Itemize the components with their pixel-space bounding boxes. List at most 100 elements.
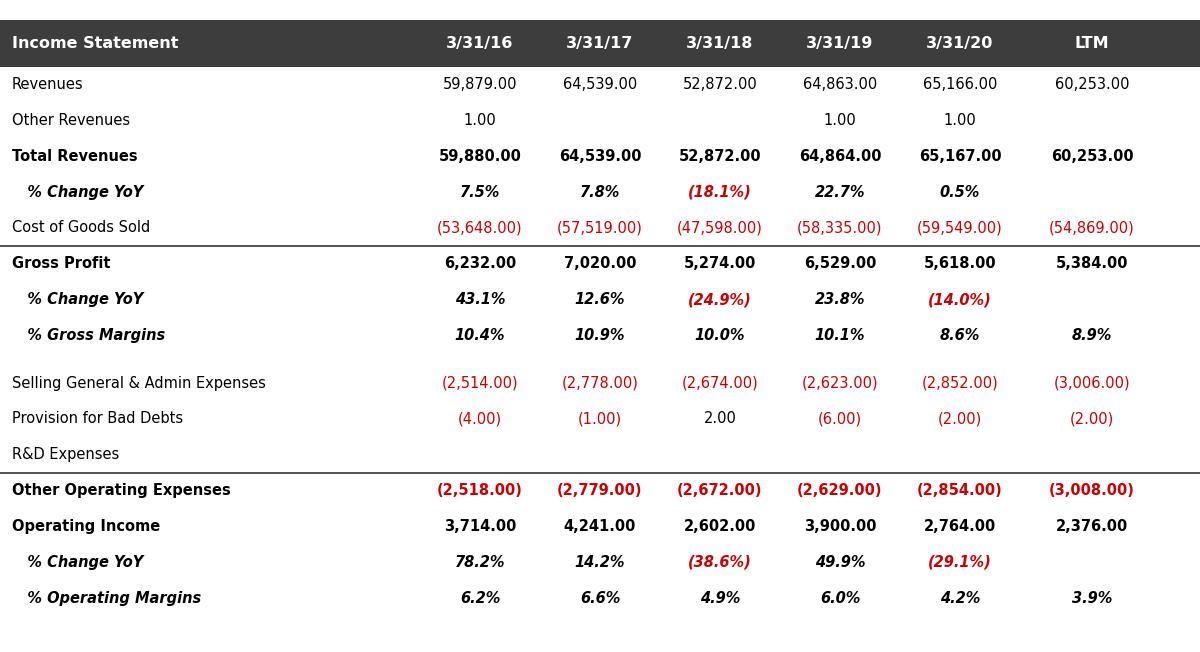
- Text: 49.9%: 49.9%: [815, 555, 865, 570]
- Text: 7,020.00: 7,020.00: [564, 256, 636, 271]
- Text: 5,618.00: 5,618.00: [924, 256, 996, 271]
- Text: (58,335.00): (58,335.00): [797, 220, 883, 235]
- Text: 10.9%: 10.9%: [575, 328, 625, 343]
- Text: 6.2%: 6.2%: [460, 591, 500, 606]
- Text: R&D Expenses: R&D Expenses: [12, 447, 119, 462]
- Text: 3/31/17: 3/31/17: [566, 35, 634, 51]
- Text: 6.0%: 6.0%: [820, 591, 860, 606]
- Text: 43.1%: 43.1%: [455, 292, 505, 307]
- Text: 0.5%: 0.5%: [940, 185, 980, 200]
- Text: 2.00: 2.00: [703, 411, 737, 426]
- Text: % Change YoY: % Change YoY: [12, 292, 143, 307]
- Text: 60,253.00: 60,253.00: [1055, 77, 1129, 92]
- Text: (54,869.00): (54,869.00): [1049, 220, 1135, 235]
- Text: (2.00): (2.00): [1070, 411, 1114, 426]
- Text: 3/31/16: 3/31/16: [446, 35, 514, 51]
- Text: (4.00): (4.00): [458, 411, 502, 426]
- Text: (59,549.00): (59,549.00): [917, 220, 1003, 235]
- Text: (2,674.00): (2,674.00): [682, 376, 758, 391]
- Text: 10.4%: 10.4%: [455, 328, 505, 343]
- Text: 14.2%: 14.2%: [575, 555, 625, 570]
- Text: 2,764.00: 2,764.00: [924, 519, 996, 534]
- Text: (2,854.00): (2,854.00): [917, 483, 1003, 498]
- Text: 3/31/18: 3/31/18: [686, 35, 754, 51]
- Text: 78.2%: 78.2%: [455, 555, 505, 570]
- Text: 3.9%: 3.9%: [1072, 591, 1112, 606]
- Text: (2,518.00): (2,518.00): [437, 483, 523, 498]
- Text: 8.9%: 8.9%: [1072, 328, 1112, 343]
- Text: 5,274.00: 5,274.00: [684, 256, 756, 271]
- Text: 52,872.00: 52,872.00: [683, 77, 757, 92]
- Text: 10.0%: 10.0%: [695, 328, 745, 343]
- Text: Operating Income: Operating Income: [12, 519, 161, 534]
- Text: (38.6%): (38.6%): [688, 555, 752, 570]
- Text: (14.0%): (14.0%): [928, 292, 992, 307]
- Text: 64,863.00: 64,863.00: [803, 77, 877, 92]
- Text: (2.00): (2.00): [938, 411, 982, 426]
- Text: (47,598.00): (47,598.00): [677, 220, 763, 235]
- Text: (24.9%): (24.9%): [688, 292, 752, 307]
- Text: % Operating Margins: % Operating Margins: [12, 591, 202, 606]
- Text: 6.6%: 6.6%: [580, 591, 620, 606]
- Text: (2,672.00): (2,672.00): [677, 483, 763, 498]
- Text: 22.7%: 22.7%: [815, 185, 865, 200]
- Text: 65,166.00: 65,166.00: [923, 77, 997, 92]
- Text: 3,900.00: 3,900.00: [804, 519, 876, 534]
- Text: (2,779.00): (2,779.00): [557, 483, 643, 498]
- Text: Provision for Bad Debts: Provision for Bad Debts: [12, 411, 184, 426]
- Text: (53,648.00): (53,648.00): [437, 220, 523, 235]
- Text: 64,864.00: 64,864.00: [799, 149, 881, 164]
- Text: 7.8%: 7.8%: [580, 185, 620, 200]
- Text: 52,872.00: 52,872.00: [679, 149, 761, 164]
- Text: 7.5%: 7.5%: [460, 185, 500, 200]
- Text: 6,529.00: 6,529.00: [804, 256, 876, 271]
- Text: 2,602.00: 2,602.00: [684, 519, 756, 534]
- Text: (3,008.00): (3,008.00): [1049, 483, 1135, 498]
- Text: 1.00: 1.00: [463, 113, 497, 128]
- Text: 64,539.00: 64,539.00: [559, 149, 641, 164]
- Text: Total Revenues: Total Revenues: [12, 149, 138, 164]
- Text: Other Operating Expenses: Other Operating Expenses: [12, 483, 230, 498]
- Text: 60,253.00: 60,253.00: [1051, 149, 1133, 164]
- Text: 10.1%: 10.1%: [815, 328, 865, 343]
- Text: Income Statement: Income Statement: [12, 35, 179, 51]
- Text: 4,241.00: 4,241.00: [564, 519, 636, 534]
- Text: (2,778.00): (2,778.00): [562, 376, 638, 391]
- Text: 12.6%: 12.6%: [575, 292, 625, 307]
- Text: (2,852.00): (2,852.00): [922, 376, 998, 391]
- Text: (2,629.00): (2,629.00): [797, 483, 883, 498]
- Text: Revenues: Revenues: [12, 77, 84, 92]
- Text: 5,384.00: 5,384.00: [1056, 256, 1128, 271]
- Text: (57,519.00): (57,519.00): [557, 220, 643, 235]
- Text: (3,006.00): (3,006.00): [1054, 376, 1130, 391]
- Text: Selling General & Admin Expenses: Selling General & Admin Expenses: [12, 376, 266, 391]
- Text: 59,879.00: 59,879.00: [443, 77, 517, 92]
- Text: 2,376.00: 2,376.00: [1056, 519, 1128, 534]
- Text: % Change YoY: % Change YoY: [12, 185, 143, 200]
- FancyBboxPatch shape: [0, 20, 1200, 67]
- Text: 6,232.00: 6,232.00: [444, 256, 516, 271]
- Text: 4.9%: 4.9%: [700, 591, 740, 606]
- Text: 3/31/19: 3/31/19: [806, 35, 874, 51]
- Text: 65,167.00: 65,167.00: [919, 149, 1001, 164]
- Text: LTM: LTM: [1075, 35, 1109, 51]
- Text: 3,714.00: 3,714.00: [444, 519, 516, 534]
- Text: 23.8%: 23.8%: [815, 292, 865, 307]
- Text: (2,623.00): (2,623.00): [802, 376, 878, 391]
- Text: 64,539.00: 64,539.00: [563, 77, 637, 92]
- Text: Cost of Goods Sold: Cost of Goods Sold: [12, 220, 150, 235]
- Text: % Change YoY: % Change YoY: [12, 555, 143, 570]
- Text: 4.2%: 4.2%: [940, 591, 980, 606]
- Text: 1.00: 1.00: [823, 113, 857, 128]
- Text: 59,880.00: 59,880.00: [438, 149, 522, 164]
- Text: (29.1%): (29.1%): [928, 555, 992, 570]
- Text: 8.6%: 8.6%: [940, 328, 980, 343]
- Text: (6.00): (6.00): [818, 411, 862, 426]
- Text: (18.1%): (18.1%): [688, 185, 752, 200]
- Text: % Gross Margins: % Gross Margins: [12, 328, 166, 343]
- Text: Other Revenues: Other Revenues: [12, 113, 130, 128]
- Text: (2,514.00): (2,514.00): [442, 376, 518, 391]
- Text: 3/31/20: 3/31/20: [926, 35, 994, 51]
- Text: (1.00): (1.00): [578, 411, 622, 426]
- Text: Gross Profit: Gross Profit: [12, 256, 110, 271]
